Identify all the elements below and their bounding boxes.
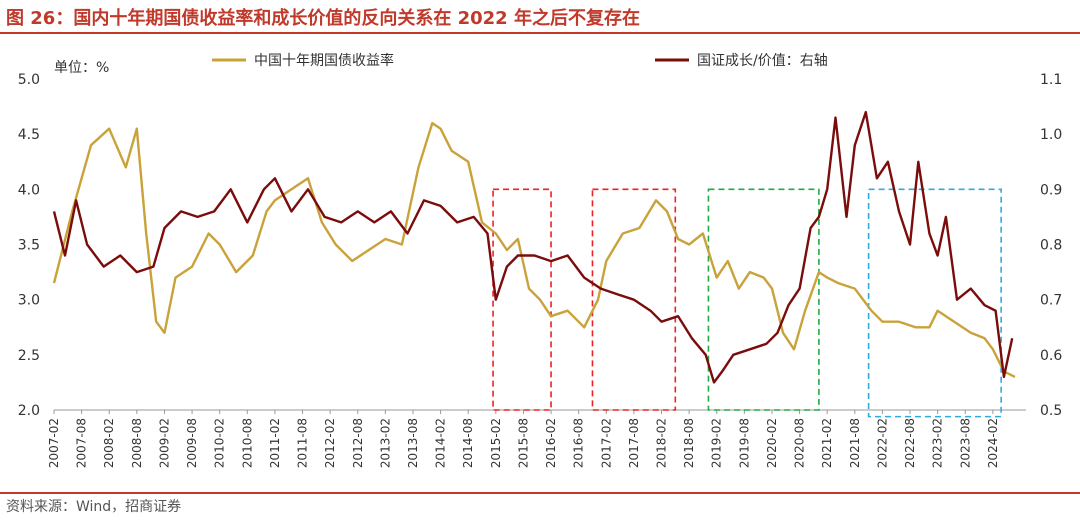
title-rule xyxy=(0,32,1080,34)
legend-label-2: 国证成长/价值：右轴 xyxy=(697,53,828,69)
highlight-box-red xyxy=(492,188,552,411)
x-tick-label: 2010-02 xyxy=(213,418,227,468)
x-tick-label: 2017-08 xyxy=(627,418,641,468)
left-tick-label: 3.5 xyxy=(18,238,40,254)
x-tick-label: 2014-02 xyxy=(434,418,448,468)
x-axis-ticks: 2007-02 2007-08 2008-02 2008-08 2009-02 2009-… xyxy=(47,410,1000,468)
highlight-boxes xyxy=(492,188,1002,418)
x-tick-label: 2022-08 xyxy=(903,418,917,468)
x-tick-label: 2012-02 xyxy=(323,418,337,468)
source-rule xyxy=(0,492,1080,494)
series-lines xyxy=(52,110,1016,384)
right-tick-label: 0.9 xyxy=(1040,182,1062,198)
x-tick-label: 2015-02 xyxy=(489,418,503,468)
x-tick-label: 2009-02 xyxy=(157,418,171,468)
unit-label: 单位：% xyxy=(54,60,109,76)
x-tick-label: 2022-02 xyxy=(875,418,889,468)
x-tick-label: 2014-08 xyxy=(461,418,475,468)
x-tick-label: 2017-02 xyxy=(599,418,613,468)
source-note: 资料来源：Wind，招商证券 xyxy=(6,499,182,515)
legend-label-1: 中国十年期国债收益率 xyxy=(254,52,394,69)
x-tick-label: 2019-02 xyxy=(710,418,724,468)
x-tick-label: 2011-02 xyxy=(268,418,282,468)
right-tick-label: 1.0 xyxy=(1040,127,1062,143)
x-tick-label: 2009-08 xyxy=(185,418,199,468)
x-tick-label: 2011-08 xyxy=(296,418,310,468)
right-tick-label: 1.1 xyxy=(1040,72,1062,88)
x-tick-label: 2021-02 xyxy=(820,418,834,468)
series-line-1 xyxy=(52,121,1016,378)
x-tick-label: 2008-02 xyxy=(102,418,116,468)
x-tick-label: 2023-02 xyxy=(931,418,945,468)
left-tick-label: 3.0 xyxy=(18,293,40,309)
left-tick-label: 4.0 xyxy=(18,182,40,198)
left-tick-label: 2.5 xyxy=(18,348,40,364)
x-tick-label: 2008-08 xyxy=(130,418,144,468)
x-tick-label: 2010-08 xyxy=(240,418,254,468)
x-tick-label: 2007-08 xyxy=(75,418,89,468)
x-tick-label: 2020-02 xyxy=(765,418,779,468)
x-tick-label: 2020-08 xyxy=(793,418,807,468)
x-tick-label: 2016-02 xyxy=(544,418,558,468)
x-tick-label: 2013-08 xyxy=(406,418,420,468)
x-tick-label: 2024-02 xyxy=(986,418,1000,468)
left-tick-label: 5.0 xyxy=(18,72,40,88)
x-tick-label: 2023-08 xyxy=(958,418,972,468)
x-tick-label: 2019-08 xyxy=(737,418,751,468)
right-axis-ticks: 0.5 0.6 0.7 0.8 0.9 1.0 1.1 xyxy=(1040,72,1062,419)
right-tick-label: 0.5 xyxy=(1040,403,1062,419)
x-tick-label: 2021-08 xyxy=(848,418,862,468)
left-axis-ticks: 2.0 2.5 3.0 3.5 4.0 4.5 5.0 xyxy=(18,72,40,419)
x-tick-label: 2012-08 xyxy=(351,418,365,468)
chart-title: 图 26：国内十年期国债收益率和成长价值的反向关系在 2022 年之后不复存在 xyxy=(6,8,640,29)
right-tick-label: 0.7 xyxy=(1040,293,1062,309)
legend: 中国十年期国债收益率 国证成长/价值：右轴 xyxy=(212,52,828,69)
x-tick-label: 2018-02 xyxy=(655,418,669,468)
right-tick-label: 0.6 xyxy=(1040,348,1062,364)
highlight-box-red xyxy=(591,188,677,411)
left-tick-label: 2.0 xyxy=(18,403,40,419)
x-tick-label: 2015-08 xyxy=(516,418,530,468)
right-tick-label: 0.8 xyxy=(1040,238,1062,254)
series-line-2 xyxy=(52,110,1014,384)
x-tick-label: 2016-08 xyxy=(572,418,586,468)
x-tick-label: 2013-02 xyxy=(378,418,392,468)
highlight-box-green xyxy=(707,188,820,411)
x-tick-label: 2018-08 xyxy=(682,418,696,468)
left-tick-label: 4.5 xyxy=(18,127,40,143)
x-tick-label: 2007-02 xyxy=(47,418,61,468)
